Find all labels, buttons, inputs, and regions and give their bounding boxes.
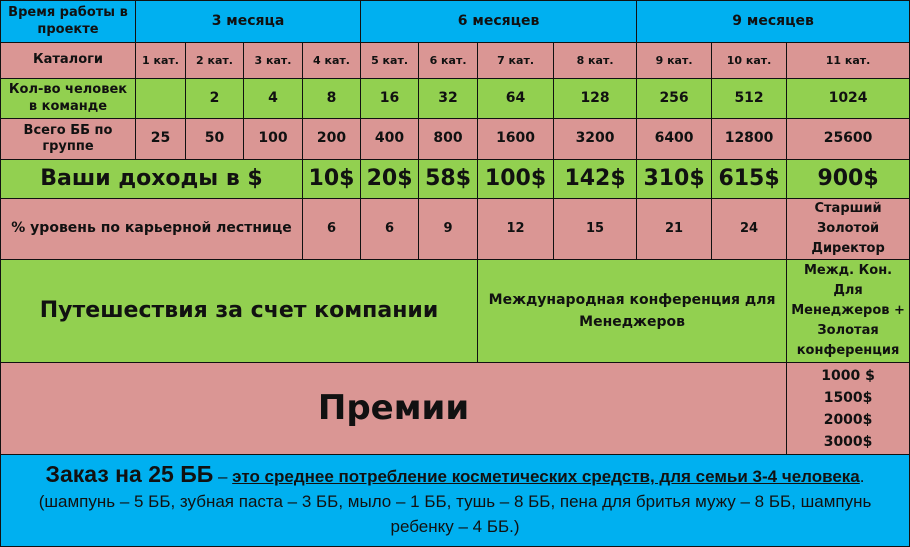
points-cell: 50 bbox=[185, 118, 244, 160]
footer-underlined: это среднее потребление косметических ср… bbox=[232, 467, 860, 486]
level-cell: 9 bbox=[418, 198, 479, 260]
period-3: 3 месяца bbox=[134, 0, 362, 43]
team-cell: 512 bbox=[711, 78, 788, 119]
footer-rest: . (шампунь – 5 ББ, зубная паста – 3 ББ, … bbox=[38, 467, 872, 536]
catalog-cell: 4 кат. bbox=[301, 42, 362, 79]
team-label: Кол-во человек в команде bbox=[0, 78, 136, 119]
period-6: 6 месяцев bbox=[360, 0, 638, 43]
period-label: Время работы в проекте bbox=[0, 0, 136, 43]
team-cell: 4 bbox=[243, 78, 303, 119]
income-cell: 310$ bbox=[636, 159, 713, 199]
level-cell: 15 bbox=[553, 198, 638, 260]
bonus-value: 1000 $ bbox=[821, 367, 875, 384]
bonus-value: 2000$ bbox=[823, 411, 873, 428]
level-row: % уровень по карьерной лестнице 6 6 9 12… bbox=[0, 198, 910, 260]
income-cell: 58$ bbox=[418, 159, 479, 199]
catalog-cell: 3 кат. bbox=[243, 42, 303, 79]
catalog-cell: 2 кат. bbox=[185, 42, 244, 79]
catalog-cell: 7 кат. bbox=[477, 42, 555, 79]
team-cell: 128 bbox=[553, 78, 638, 119]
catalog-cell: 5 кат. bbox=[360, 42, 420, 79]
points-cell: 1600 bbox=[477, 118, 555, 160]
catalog-cell: 6 кат. bbox=[418, 42, 479, 79]
income-cell: 20$ bbox=[360, 159, 420, 199]
level-cell: 6 bbox=[360, 198, 420, 260]
team-cell: 8 bbox=[301, 78, 362, 119]
points-cell: 12800 bbox=[711, 118, 788, 160]
level-label: % уровень по карьерной лестнице bbox=[0, 198, 303, 260]
catalogs-label: Каталоги bbox=[0, 42, 136, 79]
points-row: Всего ББ по группе 25 50 100 200 400 800… bbox=[0, 118, 910, 160]
points-cell: 400 bbox=[360, 118, 420, 160]
travel-conference: Международная конференция для Менеджеров bbox=[477, 259, 788, 363]
points-cell: 100 bbox=[243, 118, 303, 160]
income-cell: 100$ bbox=[477, 159, 555, 199]
income-label: Ваши доходы в $ bbox=[0, 159, 303, 199]
points-cell: 800 bbox=[418, 118, 479, 160]
bonus-values: 1000 $ 1500$ 2000$ 3000$ bbox=[786, 362, 910, 455]
income-row: Ваши доходы в $ 10$ 20$ 58$ 100$ 142$ 31… bbox=[0, 159, 910, 199]
team-row: Кол-во человек в команде 2 4 8 16 32 64 … bbox=[0, 78, 910, 119]
footer-lead: Заказ на 25 ББ bbox=[45, 461, 214, 487]
team-cell: 64 bbox=[477, 78, 555, 119]
income-cell: 615$ bbox=[711, 159, 788, 199]
team-cell bbox=[135, 78, 186, 119]
travel-label: Путешествия за счет компании bbox=[0, 259, 479, 363]
team-cell: 2 bbox=[185, 78, 244, 119]
catalog-cell: 8 кат. bbox=[553, 42, 638, 79]
points-cell: 25 bbox=[135, 118, 186, 160]
level-cell-top: Старший Золотой Директор bbox=[786, 198, 910, 260]
team-cell: 1024 bbox=[786, 78, 910, 119]
period-row: Время работы в проекте 3 месяца 6 месяце… bbox=[0, 0, 910, 43]
catalog-cell: 9 кат. bbox=[636, 42, 713, 79]
catalog-cell: 1 кат. bbox=[135, 42, 186, 79]
points-cell: 200 bbox=[301, 118, 362, 160]
bonus-label: Премии bbox=[0, 362, 788, 455]
footer-note: Заказ на 25 ББ – это среднее потребление… bbox=[0, 454, 910, 547]
income-cell: 900$ bbox=[786, 159, 910, 199]
level-cell: 12 bbox=[477, 198, 555, 260]
level-cell: 21 bbox=[636, 198, 713, 260]
points-cell: 25600 bbox=[786, 118, 910, 160]
team-cell: 256 bbox=[636, 78, 713, 119]
catalog-cell: 11 кат. bbox=[786, 42, 910, 79]
catalog-cell: 10 кат. bbox=[711, 42, 788, 79]
level-cell: 24 bbox=[711, 198, 788, 260]
period-9: 9 месяцев bbox=[636, 0, 910, 43]
team-cell: 16 bbox=[360, 78, 420, 119]
footer-dash: – bbox=[213, 467, 233, 486]
bonus-value: 1500$ bbox=[823, 389, 873, 406]
travel-row: Путешествия за счет компании Международн… bbox=[0, 259, 910, 363]
points-label: Всего ББ по группе bbox=[0, 118, 136, 160]
points-cell: 3200 bbox=[553, 118, 638, 160]
catalogs-row: Каталоги 1 кат. 2 кат. 3 кат. 4 кат. 5 к… bbox=[0, 42, 910, 79]
income-cell: 142$ bbox=[553, 159, 638, 199]
bonus-row: Премии 1000 $ 1500$ 2000$ 3000$ bbox=[0, 362, 910, 455]
level-cell: 6 bbox=[301, 198, 362, 260]
bonus-value: 3000$ bbox=[823, 433, 873, 450]
footer-row: Заказ на 25 ББ – это среднее потребление… bbox=[0, 454, 910, 547]
team-cell: 32 bbox=[418, 78, 479, 119]
travel-top-conference: Межд. Кон. Для Менеджеров + Золотая конф… bbox=[786, 259, 910, 363]
points-cell: 6400 bbox=[636, 118, 713, 160]
income-cell: 10$ bbox=[301, 159, 362, 199]
